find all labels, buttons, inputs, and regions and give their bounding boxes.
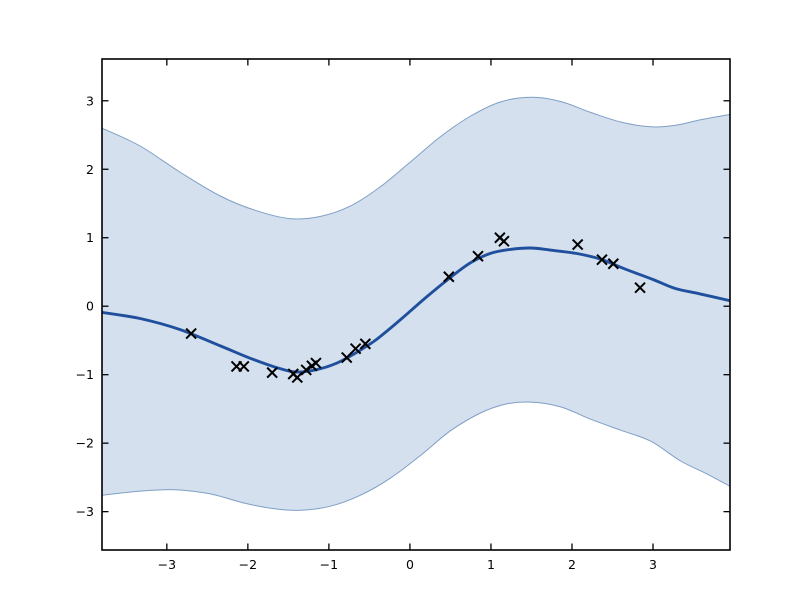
observation-marker [472, 250, 484, 262]
x-tick-label: 3 [649, 557, 657, 572]
confidence-band-upper-edge [102, 96, 730, 220]
y-tick-label: −3 [76, 504, 94, 519]
y-axis-ticks [102, 100, 730, 513]
observation-marker [341, 351, 353, 364]
x-tick-label: −2 [239, 557, 257, 572]
axes-spines [101, 58, 731, 551]
x-tick-label: 0 [406, 557, 414, 572]
x-tick-label: 2 [568, 557, 576, 572]
observation-marker [634, 282, 646, 294]
observation-marker [238, 360, 250, 373]
observation-marker [443, 271, 455, 283]
observation-marker [607, 258, 620, 270]
x-tick-label: −3 [158, 557, 176, 572]
observation-marker [571, 238, 584, 251]
gp-mean-line [102, 246, 730, 374]
y-tick-label: 1 [86, 230, 94, 245]
y-tick-label: −2 [76, 436, 94, 451]
confidence-band-lower-edge [102, 401, 730, 511]
x-axis-ticks [166, 59, 654, 550]
y-tick-label: −1 [76, 367, 94, 382]
observations-group [185, 232, 646, 384]
y-tick-label: 2 [86, 162, 94, 177]
y-tick-label: 0 [86, 299, 94, 314]
observation-marker [498, 235, 510, 247]
plot-area [102, 96, 730, 511]
tick-labels: −3 −2 −1 0 1 2 3 3 2 1 0 −1 −2 −3 [76, 93, 657, 572]
observation-marker [359, 338, 372, 350]
x-tick-label: 1 [487, 557, 495, 572]
observation-marker [185, 327, 197, 340]
observation-marker [349, 342, 362, 355]
observation-marker [596, 253, 608, 266]
observation-marker [310, 357, 322, 369]
y-tick-label: 3 [86, 93, 94, 108]
observation-marker [266, 366, 278, 379]
observation-marker [300, 364, 312, 376]
confidence-band [102, 97, 730, 511]
x-tick-label: −1 [320, 557, 338, 572]
